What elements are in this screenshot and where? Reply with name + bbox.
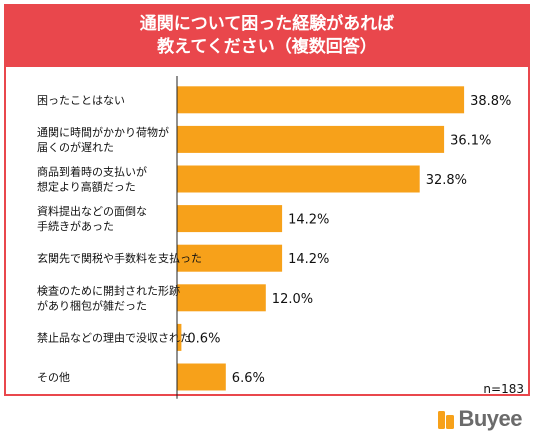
data-label-8: 6.6% <box>232 371 265 386</box>
data-label-1: 38.8% <box>470 94 511 109</box>
category-label-1: 困ったことはない <box>37 94 125 107</box>
brand-name: Buyee <box>458 406 522 431</box>
bar-3 <box>177 165 420 193</box>
bar-2 <box>177 125 445 153</box>
bar-4 <box>177 205 283 233</box>
bar-6 <box>177 284 266 312</box>
data-label-3: 32.8% <box>426 173 467 188</box>
bar-7 <box>177 323 182 351</box>
bar-8 <box>177 363 226 391</box>
category-label-8: その他 <box>37 371 70 384</box>
data-label-7: 0.6% <box>187 331 220 346</box>
category-label-4: 資料提出などの面倒な手続きがあった <box>37 204 147 233</box>
chart-title: 通関について困った経験があれば 教えてください（複数回答） <box>4 4 530 67</box>
title-line-1: 通関について困った経験があれば <box>139 13 395 34</box>
data-label-4: 14.2% <box>288 213 329 228</box>
title-line-2: 教えてください（複数回答） <box>157 36 377 57</box>
category-label-5: 玄関先で関税や手数料を支払った <box>37 251 202 265</box>
data-label-6: 12.0% <box>272 292 313 307</box>
bar-1 <box>177 86 465 114</box>
buyee-logo-icon <box>438 411 455 429</box>
category-label-3: 商品到着時の支払いが想定より高額だった <box>37 165 147 194</box>
buyee-logo: Buyee <box>437 406 522 432</box>
sample-size-note: n=183 <box>483 382 524 396</box>
category-label-6: 検査のために開封された形跡があり梱包が雑だった <box>37 283 180 312</box>
bar-5 <box>177 244 283 272</box>
category-label-2: 通関に時間がかかり荷物が届くのが遅れた <box>37 125 169 154</box>
data-label-5: 14.2% <box>288 252 329 267</box>
data-label-2: 36.1% <box>450 133 491 148</box>
category-label-7: 禁止品などの理由で没収された <box>37 330 191 344</box>
